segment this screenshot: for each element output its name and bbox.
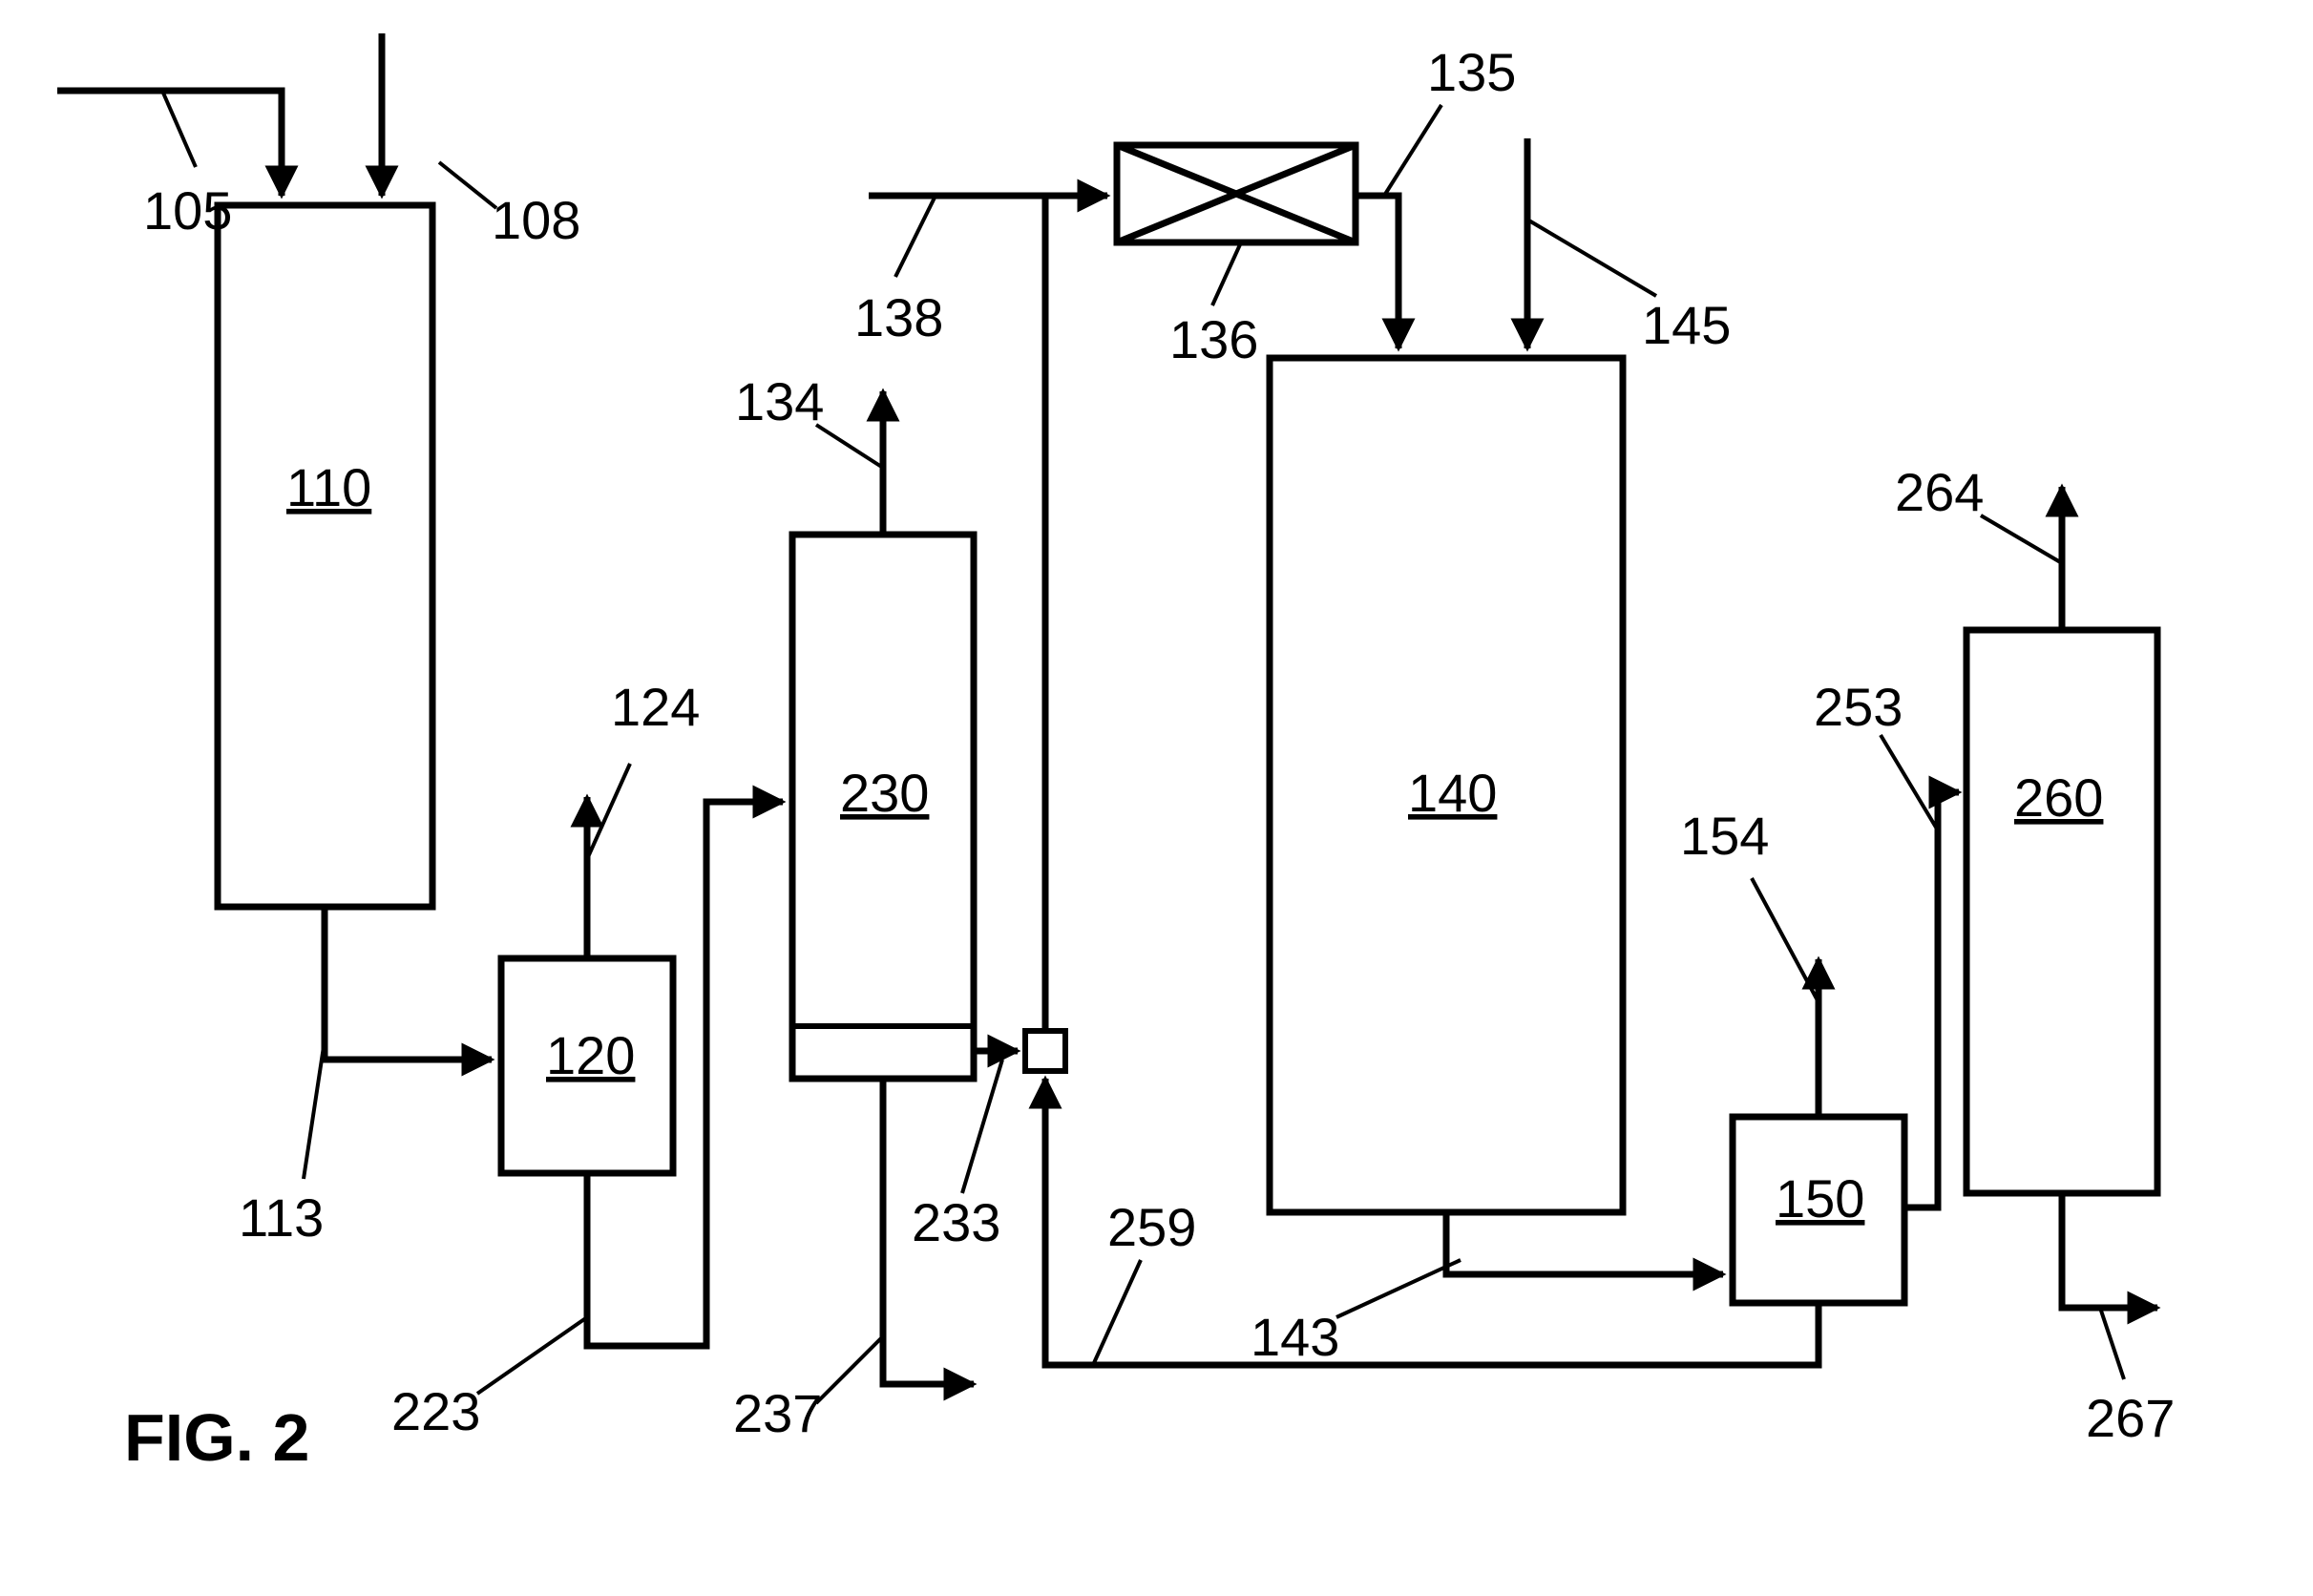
figure-2-diagram: 110 120 230 140 150 260 105 108 113 124 … (0, 0, 2313, 1596)
lead-223 (477, 1317, 587, 1394)
lead-154 (1752, 878, 1819, 1002)
lead-145 (1527, 220, 1656, 296)
label-145: 145 (1642, 295, 1731, 355)
label-134: 134 (735, 371, 824, 431)
figure-caption: FIG. 2 (124, 1400, 309, 1475)
stream-113 (325, 907, 492, 1060)
lead-237 (816, 1336, 883, 1403)
stream-143 (1446, 1212, 1723, 1274)
unit-136 (1117, 145, 1356, 242)
lead-134 (816, 425, 883, 468)
label-223: 223 (391, 1381, 480, 1441)
label-233: 233 (912, 1192, 1000, 1252)
stream-135 (1356, 196, 1398, 348)
label-264: 264 (1895, 462, 1984, 522)
label-124: 124 (611, 677, 700, 737)
label-unit-120: 120 (546, 1025, 635, 1085)
lead-105 (162, 91, 196, 167)
label-108: 108 (492, 190, 580, 250)
label-154: 154 (1680, 806, 1769, 866)
lead-124 (587, 764, 630, 859)
label-unit-230: 230 (840, 763, 929, 823)
lead-135 (1384, 105, 1441, 196)
lead-143 (1336, 1260, 1461, 1317)
label-138: 138 (854, 287, 943, 347)
label-259: 259 (1107, 1197, 1196, 1257)
label-136: 136 (1169, 309, 1258, 369)
lead-253 (1881, 735, 1938, 830)
label-unit-260: 260 (2014, 767, 2103, 828)
stream-junction-to-136 (1045, 196, 1107, 1031)
lead-259 (1093, 1260, 1141, 1365)
stream-267 (2062, 1193, 2157, 1308)
label-unit-150: 150 (1776, 1168, 1864, 1228)
label-253: 253 (1814, 677, 1903, 737)
lead-113 (304, 1040, 325, 1179)
label-105: 105 (143, 180, 232, 241)
junction-259 (1025, 1031, 1065, 1071)
lead-108 (439, 162, 496, 208)
lead-138 (895, 196, 936, 277)
label-237: 237 (733, 1383, 822, 1443)
unit-110 (218, 205, 432, 907)
lead-264 (1981, 515, 2062, 563)
label-113: 113 (239, 1187, 324, 1248)
label-135: 135 (1427, 42, 1516, 102)
stream-253 (1904, 792, 1959, 1208)
label-143: 143 (1251, 1307, 1339, 1367)
label-unit-140: 140 (1408, 763, 1497, 823)
label-unit-110: 110 (286, 457, 371, 517)
unit-260 (1966, 630, 2157, 1193)
label-267: 267 (2086, 1388, 2175, 1448)
lead-267 (2100, 1308, 2124, 1379)
lead-136 (1212, 242, 1241, 305)
